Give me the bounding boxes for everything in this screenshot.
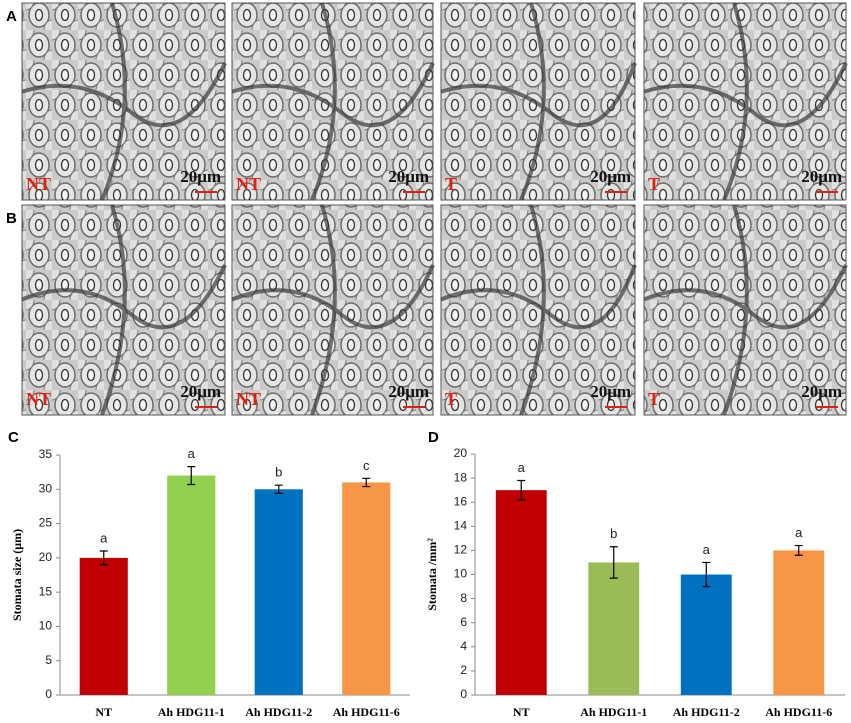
y-tick-label: 5 [45,653,52,667]
y-tick-label: 2 [460,663,467,677]
y-axis-label: Stomata size (μm) [10,529,24,621]
sample-label: T [445,389,457,409]
y-tick-label: 25 [39,516,53,530]
significance-label: c [363,458,370,473]
micrograph [231,2,434,201]
x-tick-label: NT [513,705,530,719]
bar [167,475,216,695]
sample-label: T [648,174,660,194]
y-tick-label: 0 [460,687,467,701]
cell-wall [21,204,227,416]
y-tick-label: 0 [45,687,52,701]
significance-label: a [188,446,196,461]
significance-label: b [610,526,617,541]
y-tick-label: 20 [39,550,53,564]
panel-label: D [428,429,439,446]
error-bar [274,484,283,494]
panel-label: B [6,210,17,227]
sample-label: NT [26,174,51,194]
bar [254,489,303,695]
y-tick-label: 12 [454,543,468,557]
cell-wall [643,204,848,416]
scale-label: 20μm [801,382,842,401]
y-tick-label: 10 [454,567,468,581]
cell-wall [21,2,227,201]
error-bar [99,550,108,566]
scale-label: 20μm [590,382,631,401]
significance-label: a [518,460,526,475]
bar [773,550,825,695]
sample-label: T [445,174,457,194]
y-tick-label: 16 [454,494,468,508]
significance-label: b [275,465,282,480]
y-tick-label: 4 [460,639,467,653]
bar [79,557,128,695]
x-tick-label: Ah HDG11-6 [333,705,400,719]
y-tick-label: 14 [454,518,468,532]
scale-label: 20μm [590,167,631,186]
x-tick-label: Ah HDG11-6 [765,705,832,719]
scale-label: 20μm [801,167,842,186]
bar [680,574,732,695]
significance-label: a [100,530,108,545]
y-tick-label: 8 [460,591,467,605]
x-tick-label: Ah HDG11-2 [245,705,312,719]
sample-label: NT [236,389,261,409]
scale-label: 20μm [180,167,221,186]
y-tick-label: 10 [39,619,53,633]
sample-label: NT [26,389,51,409]
panel-label: A [6,8,17,25]
y-tick-label: 30 [39,481,53,495]
scale-label: 20μm [388,167,429,186]
x-tick-label: NT [95,705,112,719]
bar [342,482,391,695]
panel-label: C [8,429,19,446]
scale-label: 20μm [388,382,429,401]
x-tick-label: Ah HDG11-1 [580,705,647,719]
bar [588,562,640,695]
scale-label: 20μm [180,382,221,401]
cell-wall [440,204,637,416]
error-bar [517,479,526,501]
significance-label: a [703,542,711,557]
sample-label: T [648,389,660,409]
y-tick-label: 35 [39,447,53,461]
sample-label: NT [236,174,261,194]
y-tick-label: 6 [460,615,467,629]
error-bar [702,561,711,588]
x-tick-label: Ah HDG11-1 [158,705,225,719]
error-bar [362,477,371,488]
cell-wall [440,2,637,201]
error-bar [794,544,803,556]
y-tick-label: 15 [39,584,53,598]
y-tick-label: 20 [454,446,468,460]
x-tick-label: Ah HDG11-2 [673,705,740,719]
bar [495,490,547,695]
cell-wall [231,2,435,201]
cell-wall [643,2,848,201]
y-axis-label: Stomata /mm² [425,538,439,611]
cell-wall [231,204,435,416]
y-tick-label: 18 [454,470,468,484]
error-bar [609,546,618,579]
error-bar [187,466,196,486]
significance-label: a [795,525,803,540]
